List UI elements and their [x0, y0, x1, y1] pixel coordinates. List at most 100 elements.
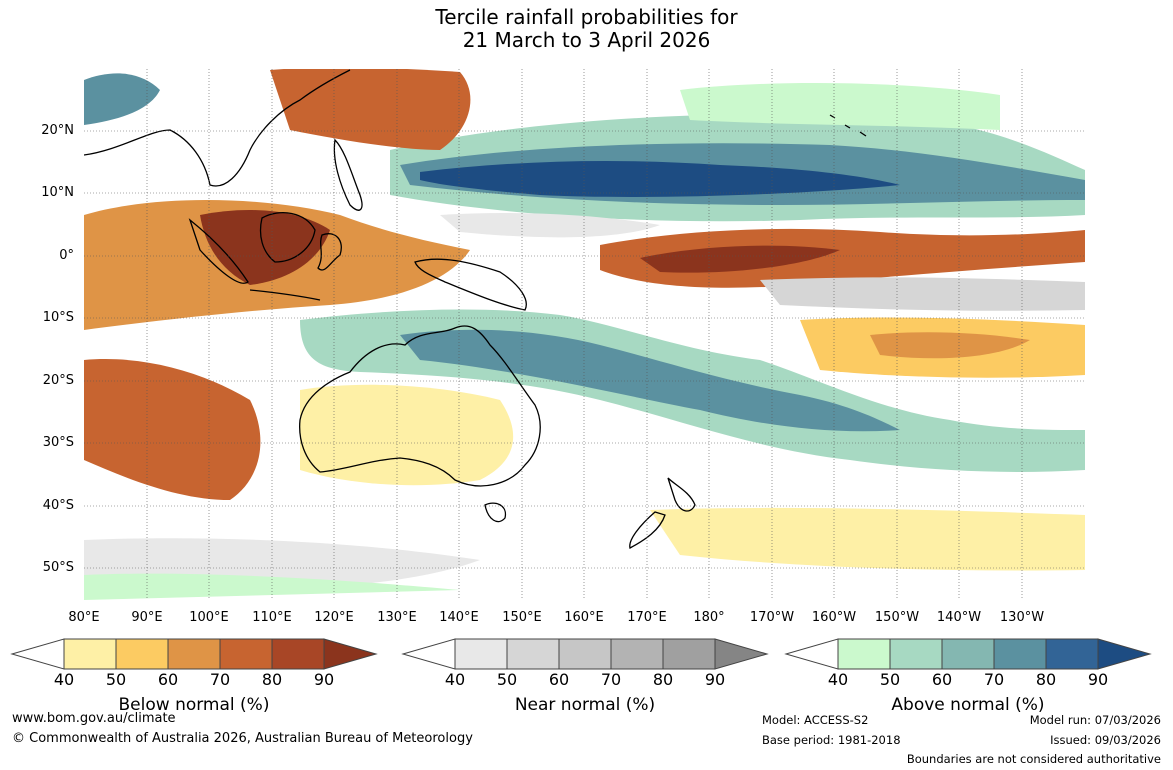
- below-normal-south-indian: [84, 359, 261, 500]
- lon-label-90e: 90°E: [131, 610, 163, 625]
- below-normal-equatorial-pacific: [600, 228, 1085, 288]
- lon-label-160e: 160°E: [564, 610, 604, 625]
- lon-label-170w: 170°W: [749, 610, 795, 625]
- below-tick-60: 60: [157, 670, 179, 689]
- copyright-notice: © Commonwealth of Australia 2026, Austra…: [12, 731, 473, 746]
- lat-label-20s: 20°S: [42, 373, 74, 388]
- boundaries-disclaimer: Boundaries are not considered authoritat…: [906, 752, 1161, 766]
- lat-label-0: 0°: [59, 248, 74, 263]
- below-tick-50: 50: [105, 670, 127, 689]
- colorbar-near-swatch-2: [558, 638, 612, 670]
- lat-label-10n: 10°N: [41, 185, 74, 200]
- sumatra-coastline: [188, 218, 249, 284]
- near-tick-90: 90: [704, 670, 726, 689]
- above-normal-hawaii: [680, 83, 1000, 130]
- colorbar-below-swatch-4: [271, 638, 325, 670]
- colorbar-above-swatch-2: [941, 638, 995, 670]
- below-normal-philippines: [270, 69, 471, 150]
- lat-label-20n: 20°N: [41, 123, 74, 138]
- lon-label-130e: 130°E: [377, 610, 417, 625]
- near-tick-70: 70: [600, 670, 622, 689]
- above-tick-70: 70: [983, 670, 1005, 689]
- australia-coastline: [299, 325, 541, 487]
- colorbar-near-normal: [401, 638, 769, 670]
- below-tick-90: 90: [313, 670, 335, 689]
- colorbar-below-swatch-3: [219, 638, 273, 670]
- java-coastline: [249, 289, 321, 301]
- colorbar-near-swatch-3: [610, 638, 664, 670]
- colorbar-below-upper-arrow: [323, 638, 378, 670]
- lat-label-30s: 30°S: [42, 435, 74, 450]
- colorbar-above-upper-arrow: [1097, 638, 1152, 670]
- below-tick-80: 80: [261, 670, 283, 689]
- colorbar-below-swatch-2: [167, 638, 221, 670]
- colorbar-near-swatch-0: [454, 638, 508, 670]
- lon-label-150e: 150°E: [502, 610, 542, 625]
- below-normal-southern-ocean: [650, 507, 1085, 571]
- above-normal-spcz-core: [400, 329, 900, 432]
- colorbar-below-lower-arrow: [10, 638, 65, 670]
- lon-label-180: 180°: [693, 610, 725, 625]
- colorbar-near-upper-arrow: [714, 638, 769, 670]
- below-normal-south-pacific-core: [870, 332, 1030, 359]
- above-tick-90: 90: [1087, 670, 1109, 689]
- asia-coastline: [84, 69, 351, 187]
- new-guinea-coastline: [414, 258, 527, 311]
- near-tick-60: 60: [548, 670, 570, 689]
- near-normal-equatorial: [440, 213, 660, 238]
- below-normal-equatorial-core: [640, 245, 840, 273]
- new-zealand-north-coastline: [667, 477, 696, 512]
- model-run-date: Model run: 07/03/2026: [1029, 713, 1161, 727]
- lon-label-140e: 140°E: [439, 610, 479, 625]
- above-normal-southeast-asia: [84, 73, 160, 125]
- map-title-line1: Tercile rainfall probabilities for: [435, 5, 738, 29]
- colorbar-above-swatch-0: [837, 638, 891, 670]
- lon-label-160w: 160°W: [811, 610, 857, 625]
- colorbar-above-normal: [784, 638, 1152, 670]
- website-link[interactable]: www.bom.gov.au/climate: [12, 711, 176, 726]
- above-tick-60: 60: [931, 670, 953, 689]
- colorbar-title-above-normal: Above normal (%): [891, 695, 1045, 715]
- graticule: [84, 69, 1085, 600]
- lon-label-170e: 170°E: [627, 610, 667, 625]
- map-title-line2: 21 March to 3 April 2026: [462, 28, 711, 52]
- philippines-coastline: [333, 138, 363, 211]
- colorbar-below-swatch-0: [63, 638, 117, 670]
- above-normal-north-pacific-peak: [420, 160, 900, 197]
- colorbar-near-swatch-1: [506, 638, 560, 670]
- lon-label-130w: 130°W: [999, 610, 1045, 625]
- colorbar-above-lower-arrow: [784, 638, 839, 670]
- colorbar-title-near-normal: Near normal (%): [514, 695, 656, 715]
- colorbar-near-lower-arrow: [401, 638, 456, 670]
- above-tick-40: 40: [827, 670, 849, 689]
- lon-label-80e: 80°E: [68, 610, 100, 625]
- near-tick-40: 40: [444, 670, 466, 689]
- lon-label-140w: 140°W: [936, 610, 982, 625]
- lon-label-110e: 110°E: [252, 610, 292, 625]
- colorbar-above-swatch-4: [1045, 638, 1099, 670]
- colorbar-near-swatch-4: [662, 638, 716, 670]
- borneo-coastline: [259, 212, 316, 263]
- above-tick-80: 80: [1035, 670, 1057, 689]
- above-normal-tasman: [84, 573, 460, 600]
- colorbar-below-swatch-1: [115, 638, 169, 670]
- lat-label-50s: 50°S: [42, 560, 74, 575]
- colorbar-below-normal: [10, 638, 378, 670]
- tasmania-coastline: [484, 502, 507, 523]
- above-tick-50: 50: [879, 670, 901, 689]
- lon-label-150w: 150°W: [874, 610, 920, 625]
- below-tick-70: 70: [209, 670, 231, 689]
- near-normal-central-pacific: [760, 277, 1085, 311]
- below-normal-maritime-core: [200, 210, 330, 285]
- base-period: Base period: 1981-2018: [762, 733, 901, 747]
- lon-label-120e: 120°E: [314, 610, 354, 625]
- colorbar-above-swatch-3: [993, 638, 1047, 670]
- lon-label-100e: 100°E: [189, 610, 229, 625]
- colorbar-above-swatch-1: [889, 638, 943, 670]
- lat-label-10s: 10°S: [42, 310, 74, 325]
- lat-label-40s: 40°S: [42, 498, 74, 513]
- sulawesi-coastline: [317, 233, 342, 271]
- near-tick-80: 80: [652, 670, 674, 689]
- below-tick-40: 40: [53, 670, 75, 689]
